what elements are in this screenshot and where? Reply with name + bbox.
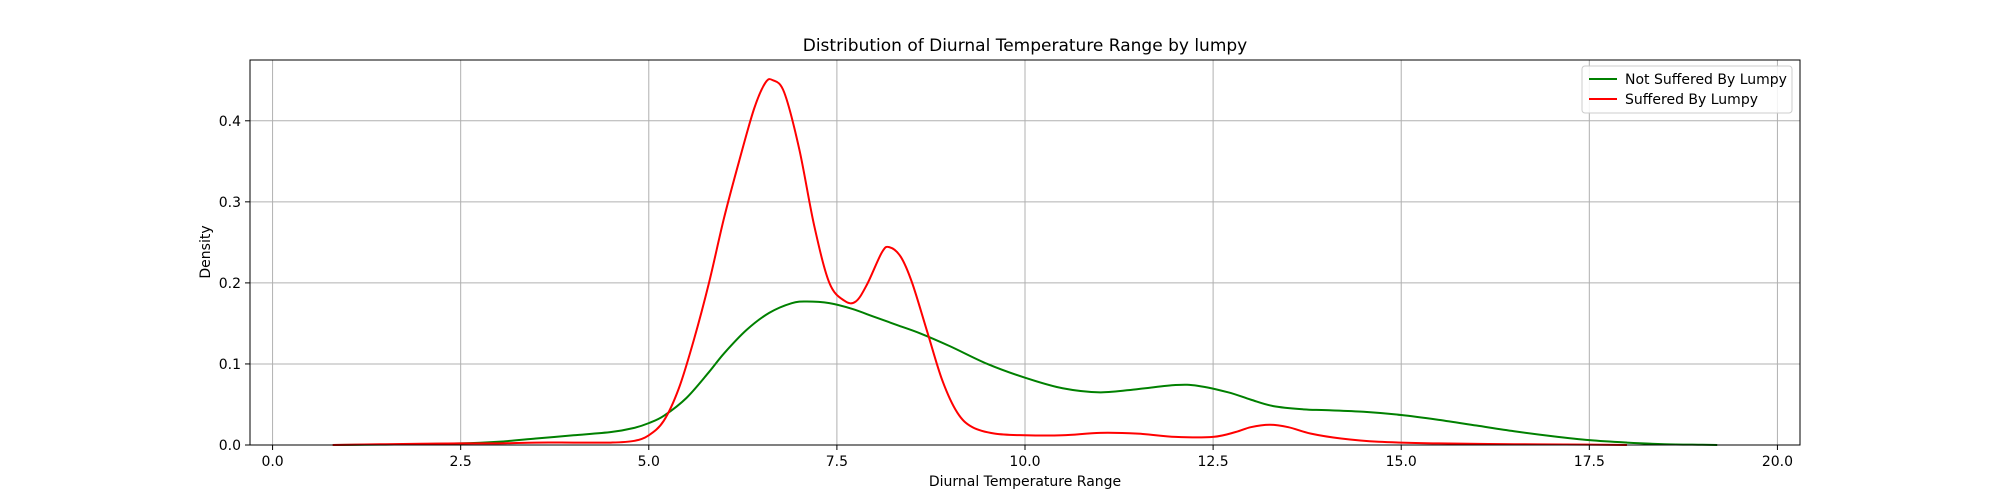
chart-title: Distribution of Diurnal Temperature Rang… (803, 36, 1248, 56)
x-tick-label: 0.0 (261, 454, 283, 470)
y-tick-label: 0.0 (219, 438, 241, 454)
x-tick-label: 20.0 (1762, 454, 1793, 470)
series-line-suffered (332, 78, 1627, 446)
series-lines (332, 78, 1718, 446)
y-axis-label: Density (198, 225, 214, 278)
legend-label-not-suffered: Not Suffered By Lumpy (1625, 72, 1787, 88)
x-axis-label: Diurnal Temperature Range (929, 474, 1121, 490)
x-tick-label: 12.5 (1198, 454, 1229, 470)
legend-box (1581, 65, 1793, 114)
x-tick-label: 7.5 (826, 454, 848, 470)
x-tick-label: 5.0 (638, 454, 660, 470)
x-tick-label: 15.0 (1386, 454, 1417, 470)
y-tick-label: 0.1 (219, 357, 241, 373)
x-tick-label: 2.5 (450, 454, 472, 470)
x-axis-ticks: 0.0 2.5 5.0 7.5 10.0 12.5 15.0 17.5 20.0 (261, 445, 1793, 470)
x-tick-label: 17.5 (1574, 454, 1605, 470)
y-tick-label: 0.3 (219, 195, 241, 211)
x-tick-label: 10.0 (1009, 454, 1040, 470)
y-axis-ticks: 0.0 0.1 0.2 0.3 0.4 (219, 114, 250, 454)
legend: Not Suffered By Lumpy Suffered By Lumpy (1581, 65, 1793, 114)
series-line-not-suffered (332, 300, 1718, 446)
legend-label-suffered: Suffered By Lumpy (1625, 92, 1758, 108)
y-tick-label: 0.4 (219, 114, 241, 130)
y-tick-label: 0.2 (219, 276, 241, 292)
